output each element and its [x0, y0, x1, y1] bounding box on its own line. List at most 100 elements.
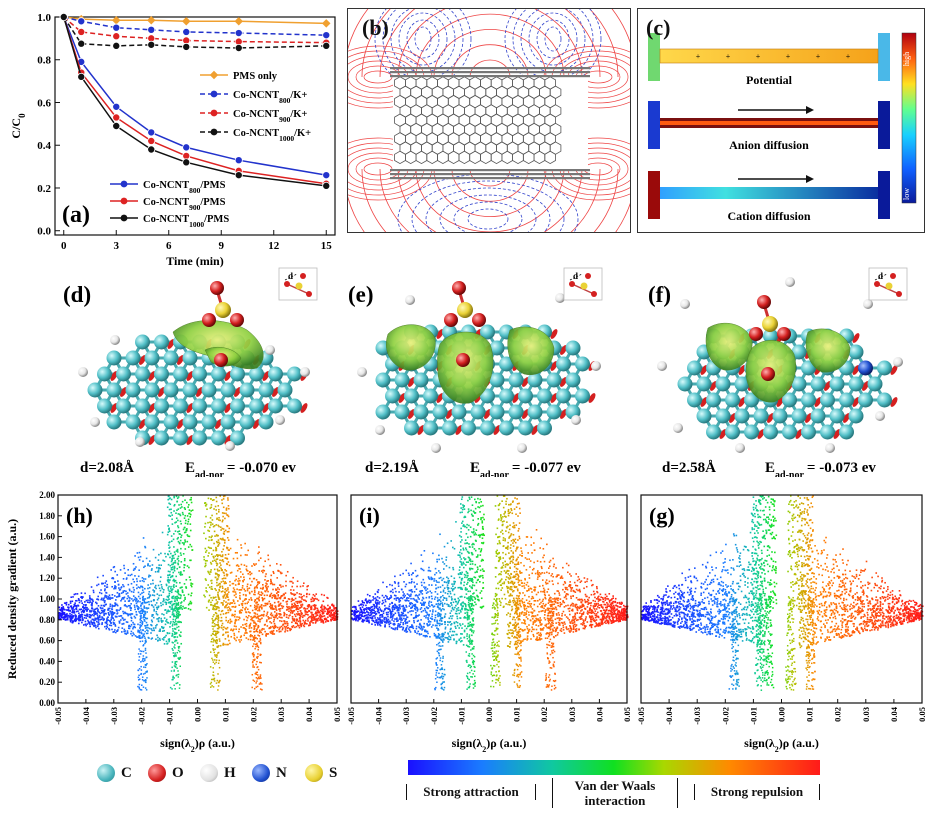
charge-marker: + [786, 52, 791, 61]
carbon-atom [375, 372, 391, 388]
carbon-atom [687, 392, 702, 408]
carbon-atom [144, 382, 160, 398]
data-point [112, 122, 121, 131]
carbon-atom [192, 366, 207, 382]
field-line [451, 168, 529, 202]
panel-label-d: (d) [63, 282, 91, 307]
diffusion-simulation: + + + + + + Potential Anion diffusion Cation dif… [648, 32, 917, 223]
y-tick-label: 1.00 [39, 594, 55, 604]
legend-entry: PMS only [233, 71, 278, 82]
carbon-atom [154, 334, 169, 350]
y-tick-label: 0.60 [39, 636, 55, 646]
carbon-atom [87, 382, 103, 398]
nci-disc [843, 413, 850, 423]
legend-marker [210, 109, 218, 117]
cnt-body [393, 77, 588, 169]
carbon-atom [116, 398, 131, 414]
y-tick-label: 0.0 [37, 226, 51, 238]
carbon-atom [715, 408, 731, 424]
carbon-atom [116, 366, 131, 382]
anion-left-electrode [648, 101, 660, 149]
nci-disc [700, 397, 708, 407]
x-tick-label: -0.05 [636, 707, 646, 725]
nci-disc [757, 429, 765, 439]
carbon-atom [211, 430, 226, 446]
panel-label-b: (b) [362, 15, 389, 40]
legend-entry: Co-NCNT900/K+ [233, 109, 307, 124]
carbon-atom [820, 424, 835, 440]
carbon-atom [230, 430, 245, 446]
legend-marker [120, 214, 128, 222]
nci-disc [852, 397, 860, 407]
field-line [415, 168, 565, 232]
nci-disc [139, 419, 146, 429]
label-potential: Potential [746, 73, 793, 87]
carbon-atom [489, 404, 505, 420]
field-line-dashed [536, 19, 570, 59]
atom-legend-o: O [148, 764, 184, 782]
legend-marker [120, 197, 128, 205]
panel-label-g: (g) [649, 503, 675, 528]
y-tick-label: 0.4 [37, 140, 51, 152]
carbon-atom [413, 372, 429, 388]
carbon-atom [725, 392, 740, 408]
nci-disc [776, 397, 784, 407]
nci-disc [719, 429, 727, 439]
field-line [451, 44, 529, 78]
cation-channel [660, 187, 878, 199]
carbon-atom [546, 372, 562, 388]
field-line [379, 168, 601, 232]
nci-disc [729, 413, 736, 423]
field-line-dashed [425, 187, 551, 232]
nci-disc [710, 381, 717, 391]
data-point [234, 156, 243, 165]
y-axis-label: C/C0 [9, 113, 27, 139]
data-point [77, 17, 86, 26]
x-tick-label: 3 [114, 240, 120, 252]
carbon-atom [125, 414, 141, 430]
carbon-atom [201, 414, 217, 430]
carbon-atom [801, 392, 816, 408]
nci-disc [224, 371, 232, 381]
x-tick-label: 0 [61, 240, 67, 252]
field-line-dashed [467, 208, 509, 230]
x-tick-label: -0.03 [692, 707, 702, 725]
series-line [63, 16, 327, 25]
field-line-dashed [414, 26, 432, 52]
legend-marker [209, 70, 219, 80]
carbon-atom [249, 366, 264, 382]
anion-core [660, 121, 878, 125]
carbon-atom [744, 424, 759, 440]
carbon-atom [192, 398, 207, 414]
oxygen-atom [757, 295, 771, 309]
nci-disc [738, 365, 746, 375]
nci-isosurface [705, 322, 753, 371]
x-tick-label: 0.04 [304, 706, 314, 722]
carbon-atom [556, 388, 571, 404]
oxygen-atom [444, 313, 458, 327]
x-tick-label: -0.03 [109, 707, 119, 725]
data-point [322, 171, 331, 180]
nci-disc [522, 409, 529, 419]
nci-disc [455, 425, 463, 435]
nci-disc [767, 413, 774, 423]
carbon-atom [565, 340, 581, 356]
carbon-atom [192, 430, 207, 446]
carbon-atom [182, 350, 198, 366]
hydrogen-atom [571, 415, 581, 425]
carbon-ball-icon [97, 764, 115, 782]
inset-oxygen [585, 273, 591, 279]
inset-sulfur [885, 282, 893, 290]
nci-disc [139, 355, 146, 365]
nci-disc [186, 435, 194, 445]
charge-marker: + [756, 52, 761, 61]
carbon-atom [182, 382, 198, 398]
carbon-atom [696, 376, 712, 392]
data-point [77, 72, 86, 81]
nci-disc [531, 425, 539, 435]
inset-distance [569, 273, 583, 281]
carbon-atom [258, 414, 274, 430]
oxygen-atom [472, 313, 486, 327]
carbon-atom [546, 404, 562, 420]
y-axis-label: Reduced density gradient (a.u.) [5, 519, 19, 679]
